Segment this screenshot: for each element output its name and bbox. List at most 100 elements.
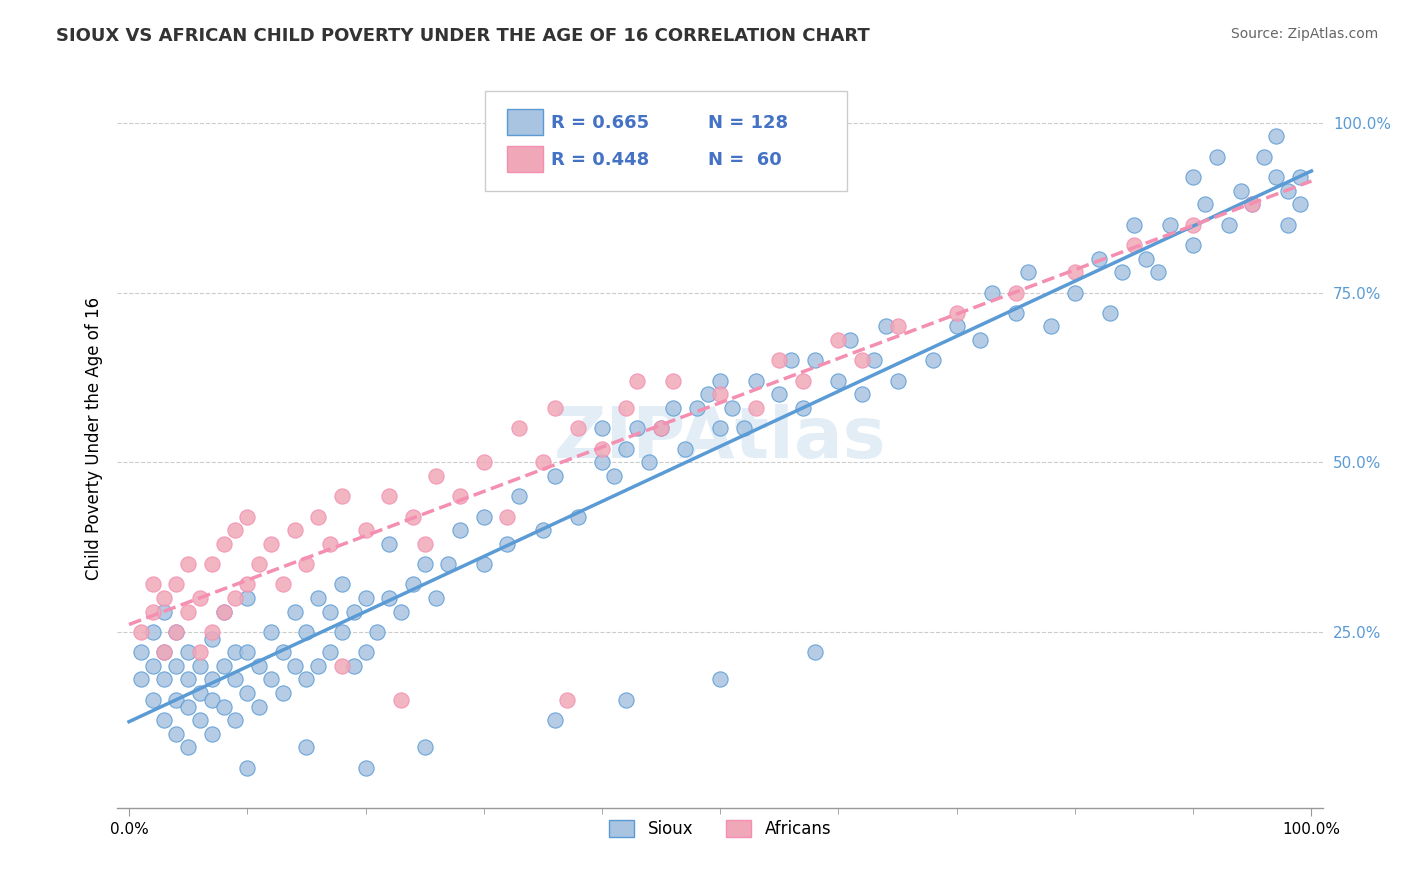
- Point: [319, 645, 342, 659]
- Point: [425, 468, 447, 483]
- Point: [378, 489, 401, 503]
- Point: [1146, 265, 1168, 279]
- Point: [638, 455, 661, 469]
- Text: N = 128: N = 128: [709, 113, 789, 131]
- Point: [981, 285, 1004, 300]
- Point: [271, 577, 294, 591]
- Point: [413, 537, 436, 551]
- Point: [544, 713, 567, 727]
- Point: [709, 673, 731, 687]
- Point: [1017, 265, 1039, 279]
- Point: [153, 673, 176, 687]
- Point: [804, 353, 827, 368]
- Point: [283, 659, 305, 673]
- Point: [319, 537, 342, 551]
- Point: [142, 577, 165, 591]
- Point: [945, 319, 967, 334]
- Point: [319, 605, 342, 619]
- Point: [177, 699, 200, 714]
- Point: [567, 421, 589, 435]
- Point: [1277, 218, 1299, 232]
- Point: [224, 645, 246, 659]
- Point: [508, 489, 530, 503]
- Point: [330, 659, 353, 673]
- Point: [792, 401, 814, 415]
- Point: [366, 624, 388, 639]
- Point: [1288, 170, 1310, 185]
- Point: [129, 624, 152, 639]
- Point: [177, 740, 200, 755]
- Point: [1159, 218, 1181, 232]
- Point: [709, 374, 731, 388]
- Point: [922, 353, 945, 368]
- Point: [1182, 170, 1205, 185]
- Point: [201, 693, 224, 707]
- Text: N =  60: N = 60: [709, 151, 782, 169]
- Point: [591, 442, 613, 456]
- FancyBboxPatch shape: [506, 109, 543, 135]
- Point: [212, 605, 235, 619]
- Point: [697, 387, 720, 401]
- Point: [662, 374, 685, 388]
- Point: [1205, 150, 1227, 164]
- Point: [260, 624, 283, 639]
- Point: [247, 557, 270, 571]
- Point: [212, 537, 235, 551]
- Point: [472, 509, 495, 524]
- Point: [768, 353, 790, 368]
- Point: [626, 374, 648, 388]
- Point: [851, 353, 873, 368]
- Point: [508, 421, 530, 435]
- Text: SIOUX VS AFRICAN CHILD POVERTY UNDER THE AGE OF 16 CORRELATION CHART: SIOUX VS AFRICAN CHILD POVERTY UNDER THE…: [56, 27, 870, 45]
- Point: [354, 761, 377, 775]
- Point: [188, 645, 211, 659]
- Point: [188, 659, 211, 673]
- Point: [614, 401, 637, 415]
- Point: [177, 673, 200, 687]
- Point: [165, 659, 187, 673]
- Point: [153, 605, 176, 619]
- Point: [496, 537, 519, 551]
- Point: [142, 659, 165, 673]
- Point: [330, 577, 353, 591]
- Point: [650, 421, 672, 435]
- Point: [129, 673, 152, 687]
- Point: [1241, 197, 1264, 211]
- Point: [129, 645, 152, 659]
- Point: [177, 605, 200, 619]
- Point: [1229, 184, 1251, 198]
- Point: [283, 605, 305, 619]
- Point: [591, 421, 613, 435]
- Point: [626, 421, 648, 435]
- Point: [343, 659, 366, 673]
- Point: [201, 727, 224, 741]
- Point: [792, 374, 814, 388]
- Point: [1005, 306, 1028, 320]
- Point: [295, 557, 318, 571]
- FancyBboxPatch shape: [506, 146, 543, 172]
- Point: [330, 489, 353, 503]
- Point: [389, 693, 412, 707]
- Point: [224, 591, 246, 605]
- Point: [1087, 252, 1109, 266]
- Point: [768, 387, 790, 401]
- Point: [709, 421, 731, 435]
- Point: [212, 605, 235, 619]
- Point: [614, 693, 637, 707]
- Point: [1253, 150, 1275, 164]
- Point: [1123, 218, 1146, 232]
- Point: [1123, 238, 1146, 252]
- Point: [851, 387, 873, 401]
- Point: [1265, 129, 1288, 144]
- Point: [236, 591, 259, 605]
- Point: [1182, 218, 1205, 232]
- Point: [402, 509, 425, 524]
- Point: [142, 605, 165, 619]
- Point: [886, 319, 908, 334]
- Point: [839, 333, 862, 347]
- Point: [236, 509, 259, 524]
- Point: [188, 591, 211, 605]
- Point: [449, 523, 471, 537]
- Point: [201, 557, 224, 571]
- Point: [744, 401, 766, 415]
